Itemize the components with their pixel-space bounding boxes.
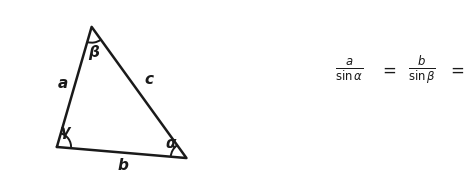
Text: b: b (118, 158, 128, 173)
Text: $\frac{a}{\sin\alpha}$: $\frac{a}{\sin\alpha}$ (335, 57, 363, 83)
Text: β: β (89, 45, 100, 60)
Text: c: c (144, 72, 153, 87)
Text: γ: γ (60, 124, 71, 139)
Text: $=$: $=$ (379, 61, 396, 79)
Text: a: a (58, 76, 68, 91)
Text: $\frac{b}{\sin\beta}$: $\frac{b}{\sin\beta}$ (408, 53, 436, 86)
Text: $=$: $=$ (447, 61, 465, 79)
Text: α: α (165, 136, 176, 151)
